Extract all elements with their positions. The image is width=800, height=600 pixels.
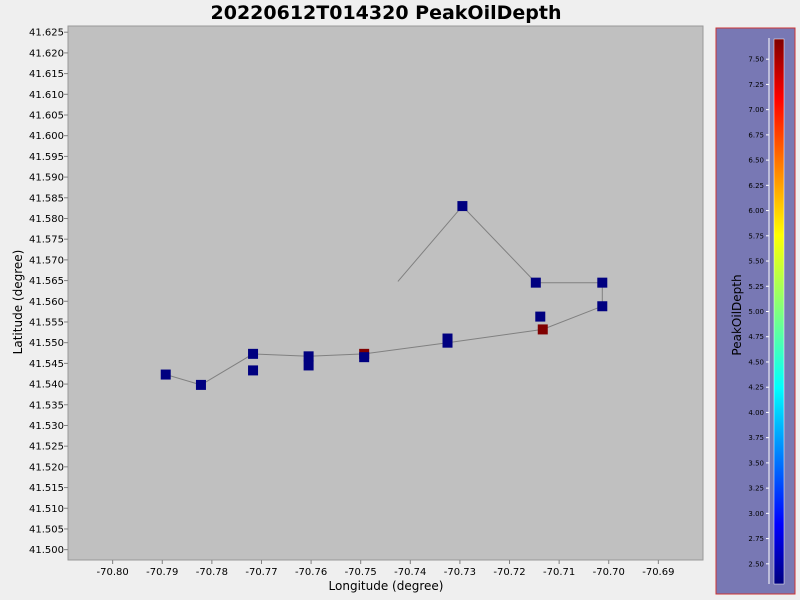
data-point	[160, 369, 171, 380]
colorbar-tick-label: 7.25	[748, 81, 764, 89]
data-point	[442, 337, 453, 348]
data-markers	[160, 201, 608, 390]
colorbar-legend: 2.50 2.75 3.00 3.25 3.50 3.75 4.00 4.25 4.50 4.75…	[715, 27, 796, 595]
y-tick-label: 41.505	[29, 524, 64, 535]
x-axis-label: Longitude (degree)	[329, 579, 444, 593]
colorbar-ticks: 2.50 2.75 3.00 3.25 3.50 3.75 4.00 4.25 4.50 4.75…	[748, 56, 769, 568]
colorbar-tick-label: 3.75	[748, 434, 764, 442]
colorbar-tick-label: 7.50	[748, 56, 764, 64]
y-tick-label: 41.540	[29, 380, 64, 391]
data-point	[457, 201, 468, 212]
y-tick-label: 41.615	[29, 69, 64, 80]
y-tick-label: 41.530	[29, 421, 64, 432]
y-tick-label: 41.585	[29, 193, 64, 204]
data-point	[537, 324, 548, 335]
y-tick-label: 41.590	[29, 173, 64, 184]
y-axis-label: Latitude (degree)	[11, 250, 25, 355]
data-point	[359, 352, 370, 363]
x-tick-label: -70.79	[146, 567, 178, 578]
colorbar-tick-label: 5.50	[748, 258, 764, 266]
colorbar-tick-label: 4.75	[748, 333, 764, 341]
y-tick-label: 41.600	[29, 131, 64, 142]
plot-area	[67, 25, 704, 561]
colorbar-tick-label: 2.50	[748, 560, 764, 568]
x-tick-label: -70.70	[593, 567, 625, 578]
data-point	[248, 348, 259, 359]
y-axis: 41.500 41.505 41.510 41.515 41.520 41.525 41.5…	[29, 28, 68, 556]
y-tick-label: 41.565	[29, 276, 64, 287]
colorbar-tick-label: 3.25	[748, 485, 764, 493]
data-point	[530, 277, 541, 288]
y-tick-label: 41.620	[29, 48, 64, 59]
colorbar-tick-label: 3.00	[748, 510, 764, 518]
colorbar-tick-label: 6.25	[748, 182, 764, 190]
y-tick-label: 41.610	[29, 90, 64, 101]
data-point	[303, 360, 314, 371]
data-point	[535, 311, 546, 322]
data-point	[303, 351, 314, 362]
y-tick-label: 41.625	[29, 28, 64, 39]
x-tick-label: -70.74	[394, 567, 426, 578]
x-tick-label: -70.69	[642, 567, 674, 578]
colorbar-tick-label: 4.50	[748, 358, 764, 366]
x-tick-label: -70.72	[493, 567, 525, 578]
x-tick-label: -70.71	[543, 567, 575, 578]
colorbar-tick-label: 6.00	[748, 207, 764, 215]
track-line	[165, 205, 603, 386]
colorbar-tick-label: 5.75	[748, 232, 764, 240]
x-tick-label: -70.78	[196, 567, 228, 578]
colorbar-label: PeakOilDepth	[730, 274, 744, 355]
y-tick-label: 41.515	[29, 483, 64, 494]
x-tick-label: -70.77	[245, 567, 277, 578]
y-tick-label: 41.550	[29, 338, 64, 349]
y-tick-label: 41.575	[29, 235, 64, 246]
data-point	[597, 277, 608, 288]
colorbar-tick-label: 4.25	[748, 384, 764, 392]
y-tick-label: 41.510	[29, 504, 64, 515]
data-point	[248, 365, 259, 376]
y-tick-label: 41.520	[29, 462, 64, 473]
x-tick-label: -70.75	[345, 567, 377, 578]
x-tick-label: -70.80	[97, 567, 129, 578]
y-tick-label: 41.595	[29, 152, 64, 163]
colorbar	[773, 38, 785, 585]
y-tick-label: 41.525	[29, 442, 64, 453]
colorbar-tick-label: 5.25	[748, 283, 764, 291]
chart-title: 20220612T014320 PeakOilDepth	[211, 2, 562, 24]
y-tick-label: 41.560	[29, 297, 64, 308]
y-tick-label: 41.500	[29, 545, 64, 556]
colorbar-tick-label: 3.50	[748, 459, 764, 467]
colorbar-tick-label: 5.00	[748, 308, 764, 316]
y-tick-label: 41.570	[29, 255, 64, 266]
y-tick-label: 41.535	[29, 400, 64, 411]
y-tick-label: 41.605	[29, 111, 64, 122]
x-tick-label: -70.73	[444, 567, 476, 578]
y-tick-label: 41.555	[29, 317, 64, 328]
colorbar-tick-label: 2.75	[748, 535, 764, 543]
colorbar-tick-label: 6.50	[748, 157, 764, 165]
data-point	[597, 301, 608, 312]
data-point	[195, 379, 206, 390]
colorbar-tick-label: 4.00	[748, 409, 764, 417]
colorbar-tick-label: 7.00	[748, 106, 764, 114]
y-tick-label: 41.545	[29, 359, 64, 370]
colorbar-tick-label: 6.75	[748, 131, 764, 139]
x-axis: -70.80 -70.79 -70.78 -70.77 -70.76 -70.75 -70.…	[97, 560, 674, 578]
y-tick-label: 41.580	[29, 214, 64, 225]
x-tick-label: -70.76	[295, 567, 327, 578]
